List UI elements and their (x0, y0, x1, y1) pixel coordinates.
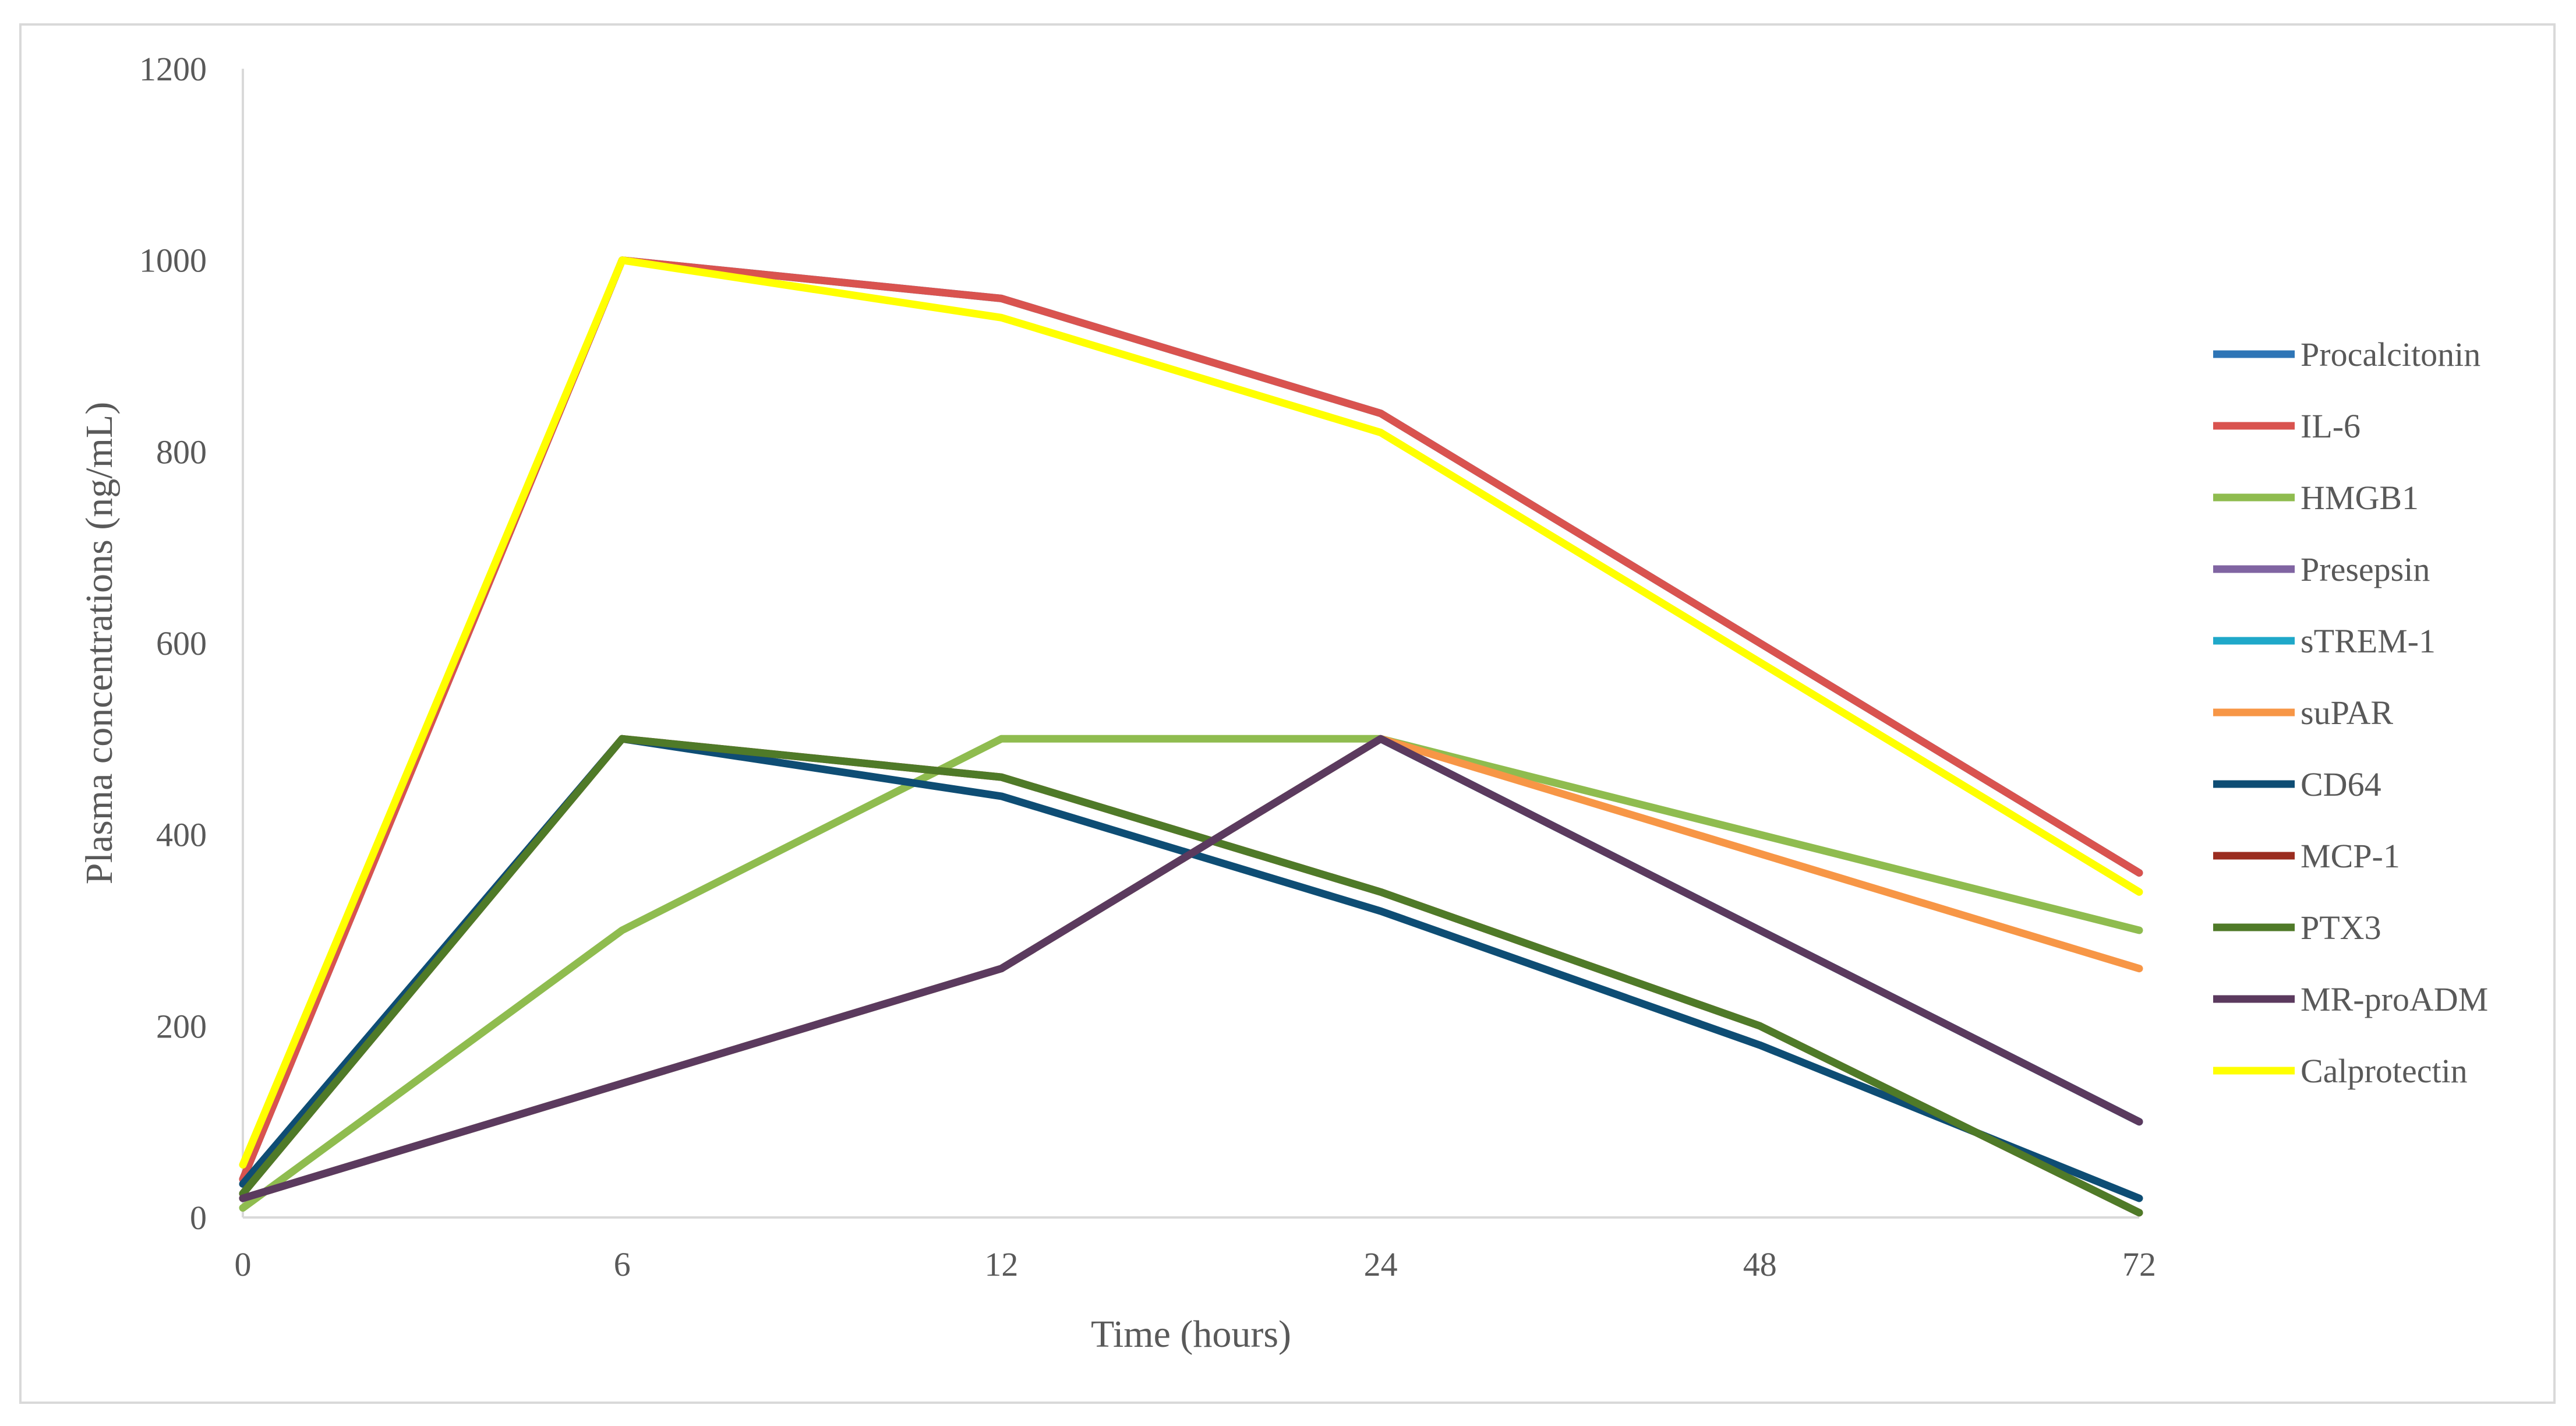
y-tick-label: 1000 (139, 242, 207, 280)
legend-label: CD64 (2301, 765, 2381, 803)
legend-label: IL-6 (2301, 407, 2361, 445)
series-line-cd64 (239, 735, 2143, 1202)
legend-label: Calprotectin (2301, 1052, 2468, 1090)
series-line-strem-1 (239, 735, 2143, 1202)
x-axis-ticks: 0 6 12 24 48 72 (235, 1245, 2157, 1283)
legend-label: suPAR (2301, 694, 2393, 732)
legend-label: HMGB1 (2301, 479, 2419, 517)
y-tick-label: 400 (156, 816, 207, 854)
x-tick-label: 6 (614, 1245, 631, 1283)
legend: Procalcitonin IL-6 HMGB1 Presepsin sTREM-1 su… (2213, 336, 2488, 1090)
series-line-supar (239, 735, 2143, 1202)
y-axis-title: Plasma concentrations (ng/mL) (78, 402, 121, 884)
x-tick-label: 0 (235, 1245, 252, 1283)
y-tick-label: 200 (156, 1007, 207, 1045)
y-tick-label: 0 (190, 1199, 207, 1237)
y-axis-ticks: 0 200 400 600 800 1000 1200 (139, 50, 207, 1237)
legend-label: sTREM-1 (2301, 622, 2436, 660)
legend-label: Procalcitonin (2301, 336, 2480, 373)
x-tick-label: 72 (2122, 1245, 2156, 1283)
series-line-ptx3 (239, 735, 2143, 1217)
x-tick-label: 12 (984, 1245, 1018, 1283)
series-line-mr-proadm (239, 735, 2143, 1202)
y-tick-label: 800 (156, 433, 207, 471)
legend-label: MR-proADM (2301, 980, 2488, 1018)
chart-frame (19, 23, 2556, 1404)
series-line-calprotectin (239, 256, 2143, 1169)
series-lines (239, 256, 2143, 1217)
series-line-hmgb1 (239, 735, 2143, 1212)
x-tick-label: 48 (1743, 1245, 1777, 1283)
legend-label: PTX3 (2301, 909, 2381, 947)
y-tick-label: 1200 (139, 50, 207, 88)
legend-label: MCP-1 (2301, 837, 2400, 875)
x-axis-title: Time (hours) (1091, 1313, 1291, 1356)
series-line-presepsin (239, 735, 2143, 1202)
legend-label: Presepsin (2301, 550, 2430, 588)
y-tick-label: 600 (156, 624, 207, 662)
x-tick-label: 24 (1364, 1245, 1398, 1283)
